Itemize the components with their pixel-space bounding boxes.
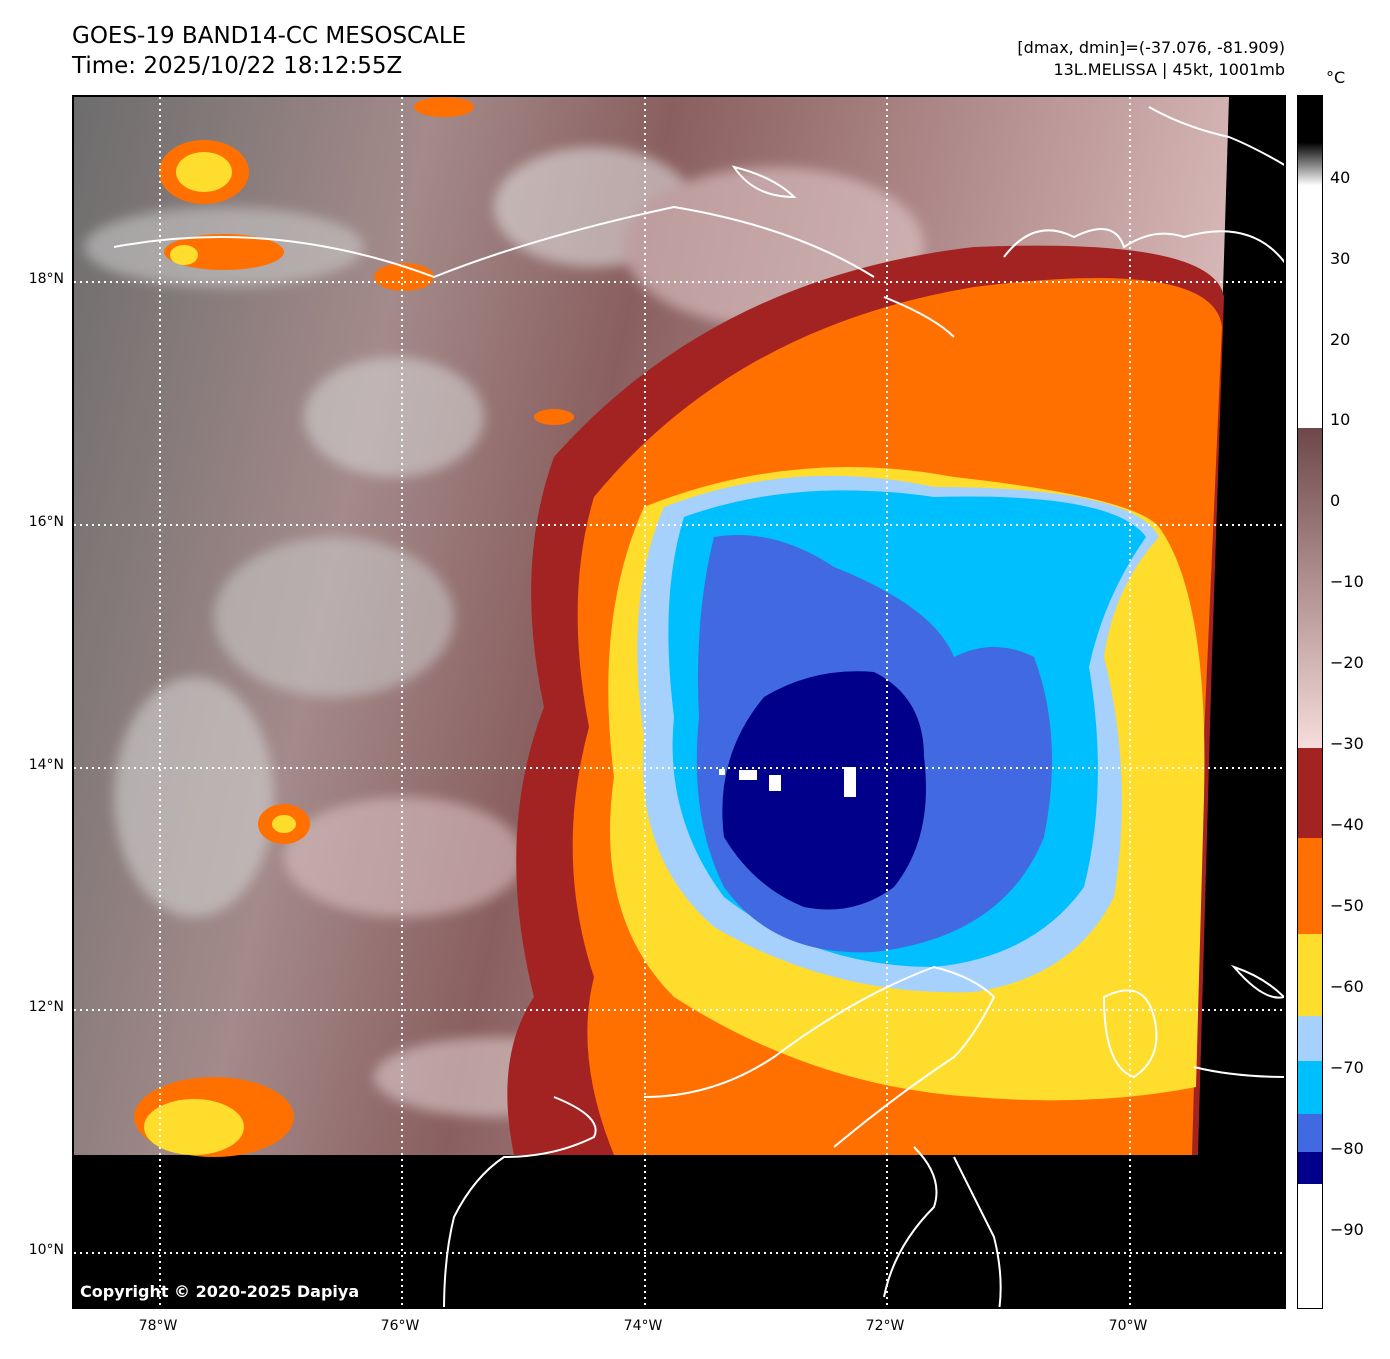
colorbar-dark-red <box>1298 748 1322 838</box>
colorbar-white <box>1298 1184 1322 1308</box>
colorbar-navy <box>1298 1152 1322 1184</box>
lon-label-74w: 74°W <box>623 1318 663 1334</box>
convective-cells <box>134 97 574 1157</box>
lon-label-72w: 72°W <box>865 1318 905 1334</box>
satellite-map: Copyright © 2020-2025 Dapiya <box>72 95 1286 1309</box>
lat-label-14n: 14°N <box>28 757 64 773</box>
cloud-band-white <box>719 767 856 797</box>
colorbar-label-minus10: −10 <box>1330 572 1364 591</box>
colorbar-label-minus40: −40 <box>1330 815 1364 834</box>
satellite-imagery <box>74 97 1284 1307</box>
coastlines <box>113 106 1284 1307</box>
chart-title: GOES-19 BAND14-CC MESOSCALE <box>72 23 467 49</box>
colorbar-label-30: 30 <box>1330 249 1351 268</box>
range-info: [dmax, dmin]=(-37.076, -81.909) <box>1017 38 1285 57</box>
colorbar-unit: °C <box>1326 68 1346 87</box>
colorbar-royal-blue <box>1298 1114 1322 1152</box>
storm-cloud <box>507 245 1224 1156</box>
colorbar-sky-blue <box>1298 1061 1322 1114</box>
lat-label-18n: 18°N <box>28 271 64 287</box>
colorbar-orange <box>1298 838 1322 934</box>
storm-info: 13L.MELISSA | 45kt, 1001mb <box>1053 60 1285 79</box>
colorbar-gradient <box>1298 96 1322 1308</box>
colorbar-label-minus80: −80 <box>1330 1139 1364 1158</box>
colorbar-label-minus20: −20 <box>1330 653 1364 672</box>
colorbar-label-minus60: −60 <box>1330 977 1364 996</box>
lat-label-10n: 10°N <box>28 1242 64 1258</box>
colorbar-label-minus30: −30 <box>1330 734 1364 753</box>
cloud-band-navy <box>722 671 926 910</box>
colorbar-label-minus90: −90 <box>1330 1220 1364 1239</box>
gridlines <box>74 97 1284 1307</box>
colorbar <box>1297 95 1323 1309</box>
chart-time: Time: 2025/10/22 18:12:55Z <box>72 53 403 79</box>
lon-label-70w: 70°W <box>1108 1318 1148 1334</box>
colorbar-label-10: 10 <box>1330 410 1351 429</box>
copyright-text: Copyright © 2020-2025 Dapiya <box>80 1282 360 1301</box>
colorbar-label-20: 20 <box>1330 330 1351 349</box>
colorbar-label-minus70: −70 <box>1330 1058 1364 1077</box>
lon-label-78w: 78°W <box>138 1318 178 1334</box>
colorbar-yellow <box>1298 934 1322 1016</box>
lat-label-12n: 12°N <box>28 999 64 1015</box>
colorbar-label-40: 40 <box>1330 168 1351 187</box>
colorbar-light-blue <box>1298 1016 1322 1061</box>
colorbar-label-0: 0 <box>1330 491 1341 510</box>
colorbar-label-minus50: −50 <box>1330 896 1364 915</box>
lat-label-16n: 16°N <box>28 514 64 530</box>
lon-label-76w: 76°W <box>380 1318 420 1334</box>
